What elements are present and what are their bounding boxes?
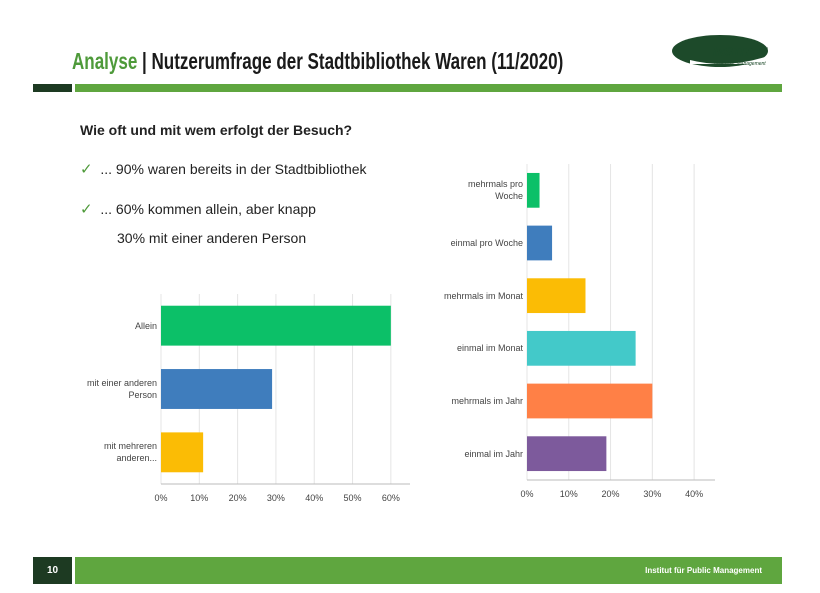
bullet-continuation: 30% mit einer anderen Person [117,230,307,246]
x-tick-label: 40% [305,493,324,503]
bar [527,383,653,419]
category-label: mehrmals pro Woche [467,179,523,202]
question: Wie oft und mit wem erfolgt der Besuch? [80,122,353,138]
bar [527,225,553,261]
category-label: einmal pro Woche [450,238,523,248]
footer-bar: Institut für Public Management [75,557,782,584]
bullet: ... 60% kommen allein, aber knapp [100,201,316,217]
x-tick-label: 10% [190,493,209,503]
x-tick-label: 40% [685,489,704,499]
x-tick-label: 20% [601,489,620,499]
x-tick-label: 20% [228,493,247,503]
x-tick-label: 0% [520,489,534,499]
slide-title: Analyse | Nutzerumfrage der Stadtbibliot… [72,48,563,75]
x-tick-label: 60% [381,493,400,503]
category-label: einmal im Jahr [464,448,523,459]
bar [161,369,273,409]
x-tick-label: 30% [266,493,285,503]
category-label: mehrmals im Monat [443,290,523,301]
header-mark [33,84,72,92]
bullet: ... 90% waren bereits in der Stadtbiblio… [100,161,367,177]
category-label: Allein [134,320,157,331]
bar [527,330,636,366]
bar [161,305,391,346]
category-label: mit einer anderen Person [86,378,157,400]
x-tick-label: 50% [343,493,362,503]
header-bar [75,84,782,92]
category-label: einmal im Monat [456,343,523,354]
bar [527,278,586,314]
title-rest: | Nutzerumfrage der Stadtbibliothek Ware… [142,48,564,74]
footer-text: Institut für Public Management [645,566,762,575]
bar [161,432,204,473]
logo-name: INSTITUT [713,45,769,59]
category-label: mit mehreren anderen... [103,441,157,464]
title-accent: Analyse [72,48,138,74]
category-label: mehrmals im Jahr [451,396,523,406]
x-tick-label: 10% [559,489,578,499]
bar [527,172,540,208]
logo-subtitle: für Public Management [714,61,766,67]
x-tick-label: 0% [154,493,168,503]
x-tick-label: 30% [643,489,662,499]
bar [527,436,607,472]
logo: INSTITUT für Public Management [672,35,774,67]
page-number: 10 [33,557,72,584]
